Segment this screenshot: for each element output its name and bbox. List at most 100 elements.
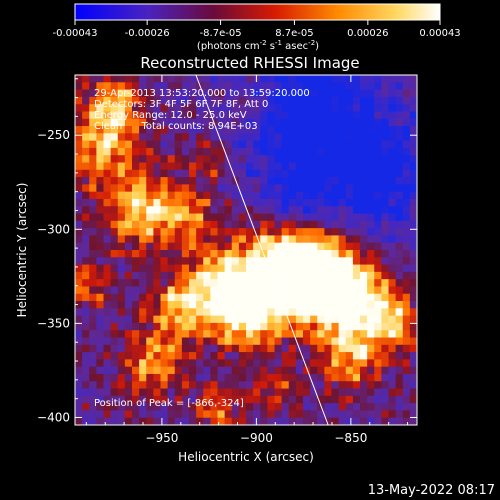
heatmap-cell bbox=[153, 96, 162, 105]
heatmap-cell bbox=[103, 286, 112, 295]
heatmap-cell bbox=[75, 286, 83, 295]
heatmap-cell bbox=[310, 344, 318, 353]
heatmap-cell bbox=[281, 177, 290, 185]
heatmap-cell bbox=[388, 75, 397, 83]
heatmap-cell bbox=[103, 301, 112, 309]
heatmap-cell bbox=[89, 155, 97, 164]
heatmap-cell bbox=[96, 264, 105, 273]
heatmap-cell bbox=[281, 257, 290, 266]
heatmap-cell bbox=[281, 235, 290, 244]
heatmap-cell bbox=[103, 198, 112, 207]
heatmap-cell bbox=[317, 250, 325, 258]
heatmap-cell bbox=[367, 213, 375, 222]
heatmap-cell bbox=[139, 198, 147, 207]
heatmap-cell bbox=[374, 89, 382, 98]
heatmap-cell bbox=[189, 308, 197, 317]
heatmap-cell bbox=[167, 140, 176, 149]
heatmap-cell bbox=[96, 133, 105, 142]
heatmap-cell bbox=[82, 198, 90, 207]
heatmap-cell bbox=[181, 264, 190, 273]
heatmap-cell bbox=[310, 177, 318, 185]
heatmap-cell bbox=[345, 235, 354, 244]
heatmap-cell bbox=[281, 155, 290, 164]
heatmap-cell bbox=[75, 82, 83, 91]
heatmap-cell bbox=[253, 410, 261, 419]
heatmap-cell bbox=[217, 366, 226, 375]
heatmap-cell bbox=[132, 96, 140, 105]
heatmap-cell bbox=[117, 104, 126, 113]
heatmap-cell bbox=[338, 96, 347, 105]
heatmap-cell bbox=[174, 352, 183, 360]
heatmap-cell bbox=[117, 133, 126, 142]
heatmap-cell bbox=[303, 381, 311, 390]
heatmap-cell bbox=[117, 96, 126, 105]
heatmap-cell bbox=[103, 359, 112, 368]
heatmap-cell bbox=[89, 395, 97, 404]
heatmap-cell bbox=[196, 344, 204, 353]
heatmap-cell bbox=[231, 301, 240, 309]
heatmap-cell bbox=[189, 410, 197, 419]
heatmap-cell bbox=[288, 177, 297, 185]
heatmap-cell bbox=[238, 308, 247, 317]
heatmap-cell bbox=[153, 228, 162, 237]
heatmap-cell bbox=[132, 344, 140, 353]
heatmap-cell bbox=[167, 330, 176, 339]
heatmap-cell bbox=[146, 104, 154, 113]
heatmap-cell bbox=[253, 359, 261, 368]
heatmap-cell bbox=[189, 286, 197, 295]
heatmap-cell bbox=[395, 366, 404, 375]
heatmap-cell bbox=[146, 155, 154, 164]
heatmap-cell bbox=[132, 177, 140, 185]
heatmap-cell bbox=[96, 162, 105, 171]
heatmap-cell bbox=[75, 155, 83, 164]
heatmap-cell bbox=[274, 308, 283, 317]
heatmap-cell bbox=[103, 330, 112, 339]
heatmap-cell bbox=[288, 133, 297, 142]
heatmap-cell bbox=[89, 220, 97, 229]
heatmap-cell bbox=[374, 177, 382, 185]
heatmap-cell bbox=[96, 366, 105, 375]
heatmap-cell bbox=[246, 82, 254, 91]
heatmap-cell bbox=[260, 177, 268, 185]
heatmap-cell bbox=[82, 293, 90, 302]
heatmap-cell bbox=[338, 155, 347, 164]
heatmap-cell bbox=[267, 228, 276, 237]
heatmap-cell bbox=[75, 111, 83, 120]
heatmap-cell bbox=[281, 96, 290, 105]
heatmap-cell bbox=[281, 352, 290, 360]
heatmap-cell bbox=[288, 257, 297, 266]
heatmap-cell bbox=[388, 118, 397, 127]
heatmap-cell bbox=[246, 206, 254, 215]
heatmap-cell bbox=[267, 308, 276, 317]
heatmap-cell bbox=[381, 330, 390, 339]
heatmap-cell bbox=[324, 96, 333, 105]
heatmap-cell bbox=[224, 75, 233, 83]
heatmap-cell bbox=[352, 235, 361, 244]
heatmap-cell bbox=[295, 177, 304, 185]
heatmap-cell bbox=[345, 315, 354, 324]
heatmap-cell bbox=[260, 82, 268, 91]
heatmap-cell bbox=[146, 169, 154, 178]
heatmap-cell bbox=[139, 366, 147, 375]
heatmap-cell bbox=[132, 271, 140, 280]
heatmap-cell bbox=[146, 96, 154, 105]
heatmap-cell bbox=[139, 301, 147, 309]
heatmap-cell bbox=[167, 381, 176, 390]
heatmap-cell bbox=[409, 264, 417, 273]
heatmap-cell bbox=[274, 147, 283, 156]
heatmap-cell bbox=[196, 337, 204, 346]
heatmap-cell bbox=[295, 140, 304, 149]
heatmap-cell bbox=[395, 330, 404, 339]
heatmap-cell bbox=[303, 293, 311, 302]
heatmap-cell bbox=[110, 177, 119, 185]
heatmap-cell bbox=[260, 388, 268, 397]
annotation-energy: Energy Range: 12.0 - 25.0 keV bbox=[94, 110, 247, 121]
heatmap-cell bbox=[196, 417, 204, 425]
heatmap-cell bbox=[96, 330, 105, 339]
heatmap-cell bbox=[75, 140, 83, 149]
heatmap-cell bbox=[331, 184, 340, 193]
heatmap-cell bbox=[96, 388, 105, 397]
heatmap-cell bbox=[103, 395, 112, 404]
heatmap-cell bbox=[331, 126, 340, 134]
heatmap-cell bbox=[160, 322, 169, 331]
